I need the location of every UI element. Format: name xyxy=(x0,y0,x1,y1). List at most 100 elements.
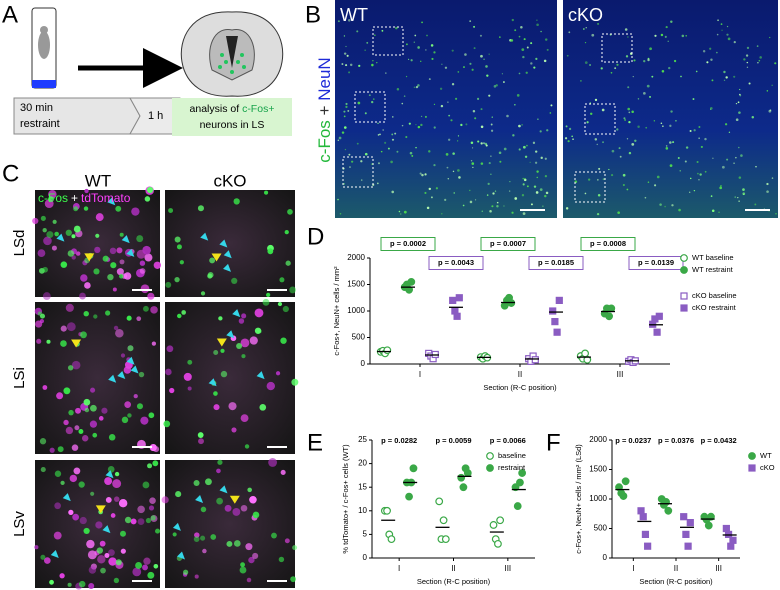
cell xyxy=(119,274,124,279)
cell xyxy=(660,33,664,37)
cell xyxy=(594,98,598,102)
cell xyxy=(626,138,629,140)
cell xyxy=(740,154,743,157)
cell xyxy=(537,118,539,120)
cell xyxy=(67,582,72,587)
cell xyxy=(368,94,371,97)
cell xyxy=(480,142,483,145)
x-tick-label: I xyxy=(398,564,400,573)
arrowhead xyxy=(102,525,111,534)
cell xyxy=(693,129,696,132)
cell xyxy=(530,62,533,65)
point xyxy=(489,521,498,529)
cell xyxy=(661,69,665,73)
cell xyxy=(226,540,233,547)
cell xyxy=(420,123,423,127)
cell xyxy=(602,141,604,144)
cell xyxy=(98,416,104,421)
cell xyxy=(339,212,342,215)
cell xyxy=(758,59,761,62)
cell xyxy=(291,378,299,386)
cell xyxy=(458,176,461,179)
cell xyxy=(723,70,726,74)
chart: 0 5 10 15 20 25 % tdTomato+ / c-Fos+ cells (WT… xyxy=(341,435,535,586)
point xyxy=(704,521,713,530)
cell xyxy=(153,563,159,569)
cell xyxy=(509,180,511,183)
cell xyxy=(711,79,714,82)
cell xyxy=(88,566,97,574)
stain-plus: + xyxy=(315,105,334,115)
cell xyxy=(349,166,351,168)
cell xyxy=(733,41,736,44)
cell xyxy=(485,144,488,147)
cell xyxy=(435,187,439,190)
tube-base xyxy=(32,80,56,88)
cell xyxy=(518,124,521,128)
cell xyxy=(108,433,116,441)
cell xyxy=(337,198,339,201)
cell xyxy=(150,306,158,314)
chart: 0 500 1000 1500 2000 c-Fos+, NeuN+ cells / mm… xyxy=(332,237,737,392)
cell xyxy=(619,155,622,158)
arrowhead xyxy=(211,253,222,262)
cell xyxy=(143,557,151,565)
y-tick-label: 1500 xyxy=(589,465,607,474)
arrowhead xyxy=(219,239,228,248)
cell xyxy=(81,435,89,442)
cell xyxy=(34,545,39,550)
cell xyxy=(451,83,455,86)
roi-box xyxy=(354,91,386,123)
p-box xyxy=(580,237,636,251)
cell xyxy=(540,156,543,160)
cell xyxy=(738,200,740,202)
cell xyxy=(499,36,501,38)
cell xyxy=(539,188,543,191)
cell xyxy=(430,44,434,47)
cell xyxy=(724,123,728,126)
cell xyxy=(428,150,431,153)
cell xyxy=(39,313,45,319)
cell xyxy=(522,55,525,59)
cell xyxy=(78,580,86,588)
cell xyxy=(348,71,351,74)
cell xyxy=(244,444,250,449)
point xyxy=(531,356,539,364)
cell xyxy=(116,268,124,276)
cell xyxy=(698,125,701,128)
cell xyxy=(568,127,572,131)
y-tick-label: 10 xyxy=(358,506,367,515)
cell xyxy=(526,144,528,147)
cell xyxy=(187,386,192,391)
cell xyxy=(498,151,502,155)
cell xyxy=(356,142,359,145)
cell xyxy=(60,480,65,486)
cell xyxy=(115,328,124,338)
cell xyxy=(348,153,351,156)
schematic: 30 min restraint 1 h analysis of c-Fos+ … xyxy=(13,7,292,136)
cell xyxy=(403,210,407,214)
cell xyxy=(440,104,444,108)
cell xyxy=(514,29,517,32)
cell xyxy=(197,432,204,438)
y-tick-label: 500 xyxy=(352,333,366,342)
cell xyxy=(584,61,588,64)
cell xyxy=(425,49,427,51)
cell xyxy=(351,160,354,163)
cell xyxy=(735,156,737,159)
point xyxy=(729,536,737,544)
cell xyxy=(56,392,64,400)
cell xyxy=(166,345,174,353)
cell xyxy=(616,63,619,66)
cell xyxy=(36,338,42,344)
cell xyxy=(536,19,538,21)
cell xyxy=(252,511,260,519)
cell xyxy=(161,496,169,504)
cell xyxy=(710,195,713,197)
cell xyxy=(470,141,474,145)
arrowhead xyxy=(84,253,95,262)
cell xyxy=(711,209,715,213)
cell xyxy=(415,124,417,126)
cell xyxy=(471,68,474,71)
cell xyxy=(345,45,347,48)
